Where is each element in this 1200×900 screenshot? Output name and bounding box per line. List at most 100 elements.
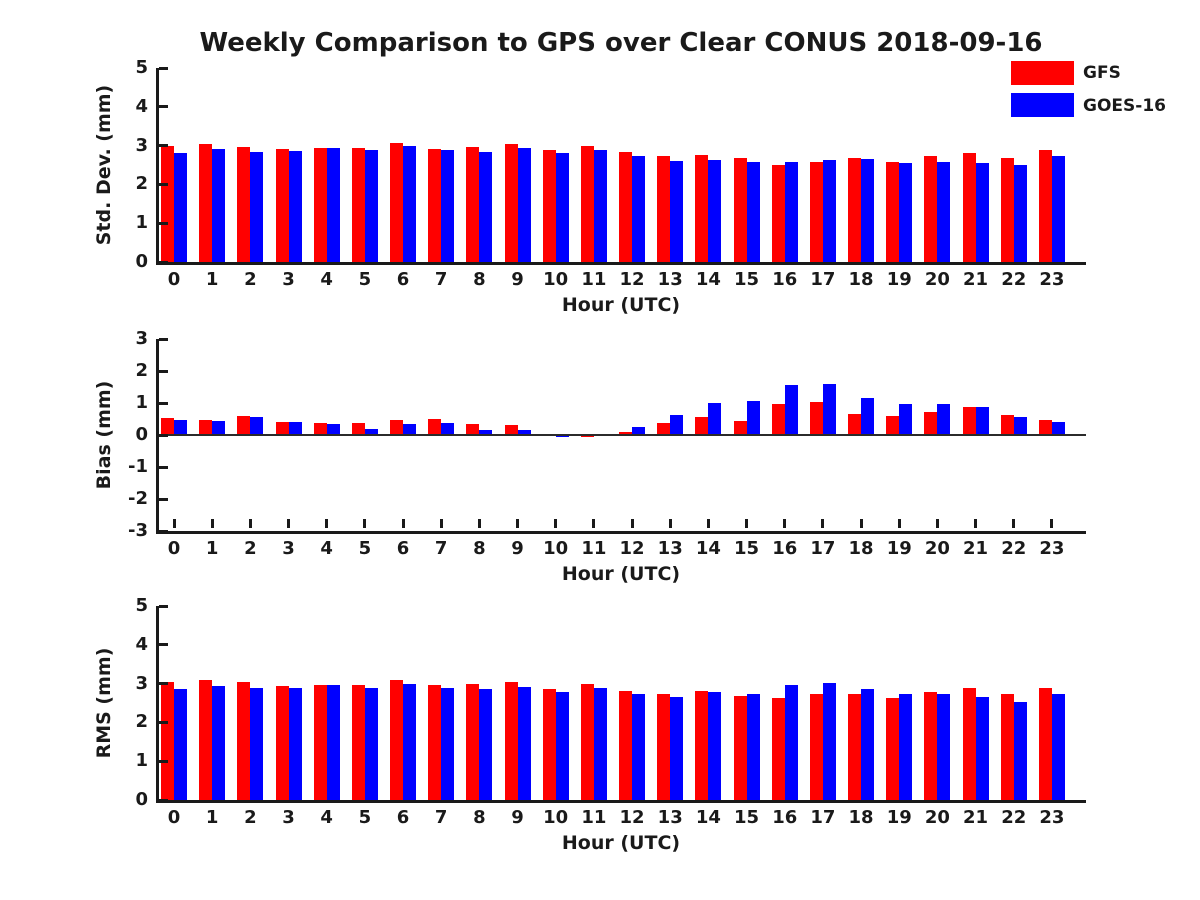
y-tick-label: 0 <box>135 251 148 272</box>
x-tick-label: 13 <box>657 269 683 290</box>
y-tick-label: 2 <box>135 173 148 195</box>
bar-gfs-hour-14 <box>695 417 709 435</box>
y-tick <box>159 798 168 802</box>
bar-goes-16-hour-22 <box>1013 701 1027 800</box>
panel-rms: RMS (mm) 0 1 2 3 4 5 0 1 2 3 4 5 6 7 8 9 10 11 12 13 14 15 16 1… <box>93 595 1086 854</box>
x-tick-label: 18 <box>848 269 874 290</box>
bar-gfs-hour-18 <box>848 414 862 435</box>
bar-goes-16-hour-23 <box>1051 693 1065 800</box>
x-tick-label: 11 <box>581 538 607 559</box>
x-tick-label: 11 <box>581 269 607 290</box>
x-tick <box>477 519 481 528</box>
x-tick-label: 6 <box>396 807 410 828</box>
x-tick-label: 1 <box>205 269 219 290</box>
bar-goes-16-hour-21 <box>975 162 989 262</box>
bar-goes-16-hour-12 <box>632 427 646 435</box>
bar-goes-16-hour-7 <box>441 688 455 800</box>
x-tick <box>668 519 672 528</box>
bar-goes-16-hour-7 <box>441 149 455 262</box>
bar-gfs-hour-18 <box>848 158 862 262</box>
bar-gfs-hour-21 <box>962 687 976 800</box>
bar-goes-16-hour-8 <box>479 151 493 262</box>
x-tick-label: 11 <box>581 807 607 828</box>
bar-goes-16-hour-14 <box>708 159 722 262</box>
bar-gfs-hour-1 <box>199 144 213 262</box>
bar-goes-16-hour-8 <box>479 688 493 800</box>
panel-std-dev: Std. Dev. (mm) 0 1 2 3 4 5 0 1 2 3 4 5 6 7 8 9 10 11 12 13 1… <box>93 57 1086 316</box>
bar-gfs-hour-10 <box>542 150 556 262</box>
bar-gfs-hour-7 <box>428 148 442 262</box>
bar-goes-16-hour-6 <box>403 424 417 435</box>
bar-gfs-hour-16 <box>771 403 785 435</box>
bar-goes-16-hour-12 <box>632 156 646 262</box>
panel-bias: Bias (mm) 3 2 1 0 -1 -2 -3 0 1 2 3 4 5 6 7 8 9 10 11 12 13 14… <box>93 328 1086 585</box>
y-tick <box>159 465 168 469</box>
bar-goes-16-hour-13 <box>670 160 684 262</box>
bar-gfs-hour-22 <box>1000 158 1014 262</box>
bar-goes-16-hour-17 <box>822 682 836 800</box>
bar-goes-16-hour-21 <box>975 696 989 800</box>
bar-gfs-hour-7 <box>428 685 442 800</box>
y-tick <box>159 682 168 686</box>
bar-goes-16-hour-6 <box>403 683 417 800</box>
bar-goes-16-hour-12 <box>632 693 646 800</box>
x-tick <box>974 519 978 528</box>
bar-gfs-hour-3 <box>275 685 289 800</box>
y-tick <box>159 221 168 225</box>
bar-gfs-hour-3 <box>275 149 289 262</box>
x-axis-label-std-dev: Hour (UTC) <box>561 294 681 316</box>
bar-goes-16-hour-19 <box>899 403 913 435</box>
bar-gfs-hour-22 <box>1000 414 1014 435</box>
y-tick-label: 5 <box>135 595 148 616</box>
bar-gfs-hour-23 <box>1038 150 1052 262</box>
x-tick-label: 23 <box>1039 538 1065 559</box>
x-tick <box>210 519 214 528</box>
x-tick-label: 6 <box>396 269 410 290</box>
bar-goes-16-hour-16 <box>784 162 798 262</box>
y-tick <box>159 401 168 405</box>
y-tick-label: 3 <box>135 328 148 349</box>
bar-gfs-hour-17 <box>809 694 823 800</box>
bar-goes-16-hour-16 <box>784 385 798 435</box>
x-tick-label: 7 <box>434 538 448 559</box>
y-tick <box>159 105 168 109</box>
bar-gfs-hour-12 <box>619 431 633 435</box>
bar-gfs-hour-2 <box>237 681 251 800</box>
y-tick-label: 2 <box>135 360 148 381</box>
x-tick-label: 20 <box>924 807 950 828</box>
x-tick <box>783 519 787 528</box>
bar-gfs-hour-20 <box>924 691 938 800</box>
bar-gfs-hour-20 <box>924 411 938 435</box>
y-tick <box>159 260 168 264</box>
x-tick-label: 2 <box>244 269 257 290</box>
x-tick-label: 3 <box>282 538 295 559</box>
bar-gfs-hour-0 <box>161 681 174 800</box>
x-tick-label: 12 <box>619 807 645 828</box>
y-axis-spine <box>156 68 159 265</box>
bar-goes-16-hour-0 <box>174 152 187 262</box>
x-tick <box>592 519 596 528</box>
bar-goes-16-hour-4 <box>326 684 340 800</box>
x-tick <box>859 519 863 528</box>
bar-goes-16-hour-20 <box>937 162 951 262</box>
bar-gfs-hour-11 <box>580 683 594 800</box>
x-tick-label: 16 <box>772 538 798 559</box>
bar-gfs-hour-2 <box>237 415 251 435</box>
bar-goes-16-hour-15 <box>746 400 760 435</box>
x-tick <box>287 519 290 528</box>
y-tick-label: -1 <box>128 456 148 477</box>
x-tick-label: 22 <box>1001 807 1027 828</box>
x-tick-label: 19 <box>886 807 912 828</box>
plot-area-rms: 0 1 2 3 4 5 0 1 2 3 4 5 6 7 8 9 10 11 12 13 14 15 16 17 18 19 20 21… <box>135 595 1086 828</box>
y-tick <box>159 337 168 341</box>
y-tick-label: 1 <box>135 212 148 234</box>
bar-goes-16-hour-8 <box>479 429 493 435</box>
bar-gfs-hour-2 <box>237 146 251 262</box>
y-tick-label: 3 <box>135 134 148 156</box>
bar-gfs-hour-16 <box>771 697 785 800</box>
x-tick-label: 10 <box>543 538 569 559</box>
bar-gfs-hour-15 <box>733 420 747 435</box>
x-tick-label: 4 <box>320 807 333 828</box>
bar-goes-16-hour-2 <box>250 417 264 435</box>
bar-goes-16-hour-17 <box>822 159 836 262</box>
